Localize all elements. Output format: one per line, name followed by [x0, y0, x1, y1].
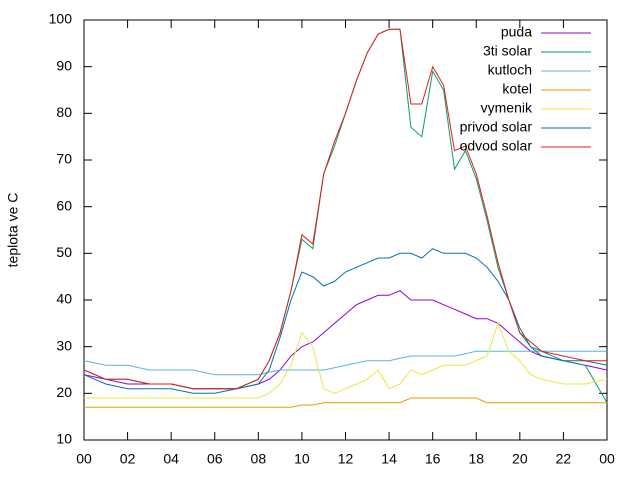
x-tick-label: 20	[512, 451, 528, 467]
x-tick-label: 22	[556, 451, 572, 467]
y-tick-label: 40	[56, 291, 72, 307]
x-tick-label: 10	[294, 451, 310, 467]
x-tick-label: 04	[163, 451, 179, 467]
y-tick-label: 70	[56, 151, 72, 167]
x-tick-label: 08	[251, 451, 267, 467]
x-tick-label: 00	[76, 451, 92, 467]
y-tick-label: 90	[56, 57, 72, 73]
y-tick-label: 20	[56, 384, 72, 400]
y-tick-label: 100	[49, 11, 73, 27]
legend-label: 3ti solar	[483, 43, 532, 59]
x-tick-label: 14	[381, 451, 397, 467]
legend-label: vymenik	[481, 100, 533, 116]
series-line	[83, 248, 608, 394]
legend-label: privod solar	[460, 119, 533, 135]
series-line	[83, 350, 607, 376]
series-line	[84, 397, 607, 408]
legend-label: puda	[501, 24, 532, 40]
legend-label: odvod solar	[460, 138, 533, 154]
y-tick-label: 50	[56, 244, 72, 260]
y-tick-label: 60	[56, 197, 72, 213]
series-line	[84, 321, 608, 399]
x-tick-label: 16	[425, 451, 441, 467]
x-tick-label: 02	[120, 451, 136, 467]
legend-label: kotel	[502, 81, 532, 97]
legend-label: kutloch	[488, 62, 532, 78]
x-tick-label: 06	[207, 451, 223, 467]
x-tick-label: 18	[468, 451, 484, 467]
x-tick-label: 12	[338, 451, 354, 467]
x-tick-label: 00	[599, 451, 615, 467]
y-tick-label: 10	[56, 431, 72, 447]
y-tick-label: 80	[56, 104, 72, 120]
y-axis-label: teplota ve C	[5, 193, 21, 268]
series-line	[83, 28, 607, 390]
y-tick-label: 30	[56, 337, 72, 353]
